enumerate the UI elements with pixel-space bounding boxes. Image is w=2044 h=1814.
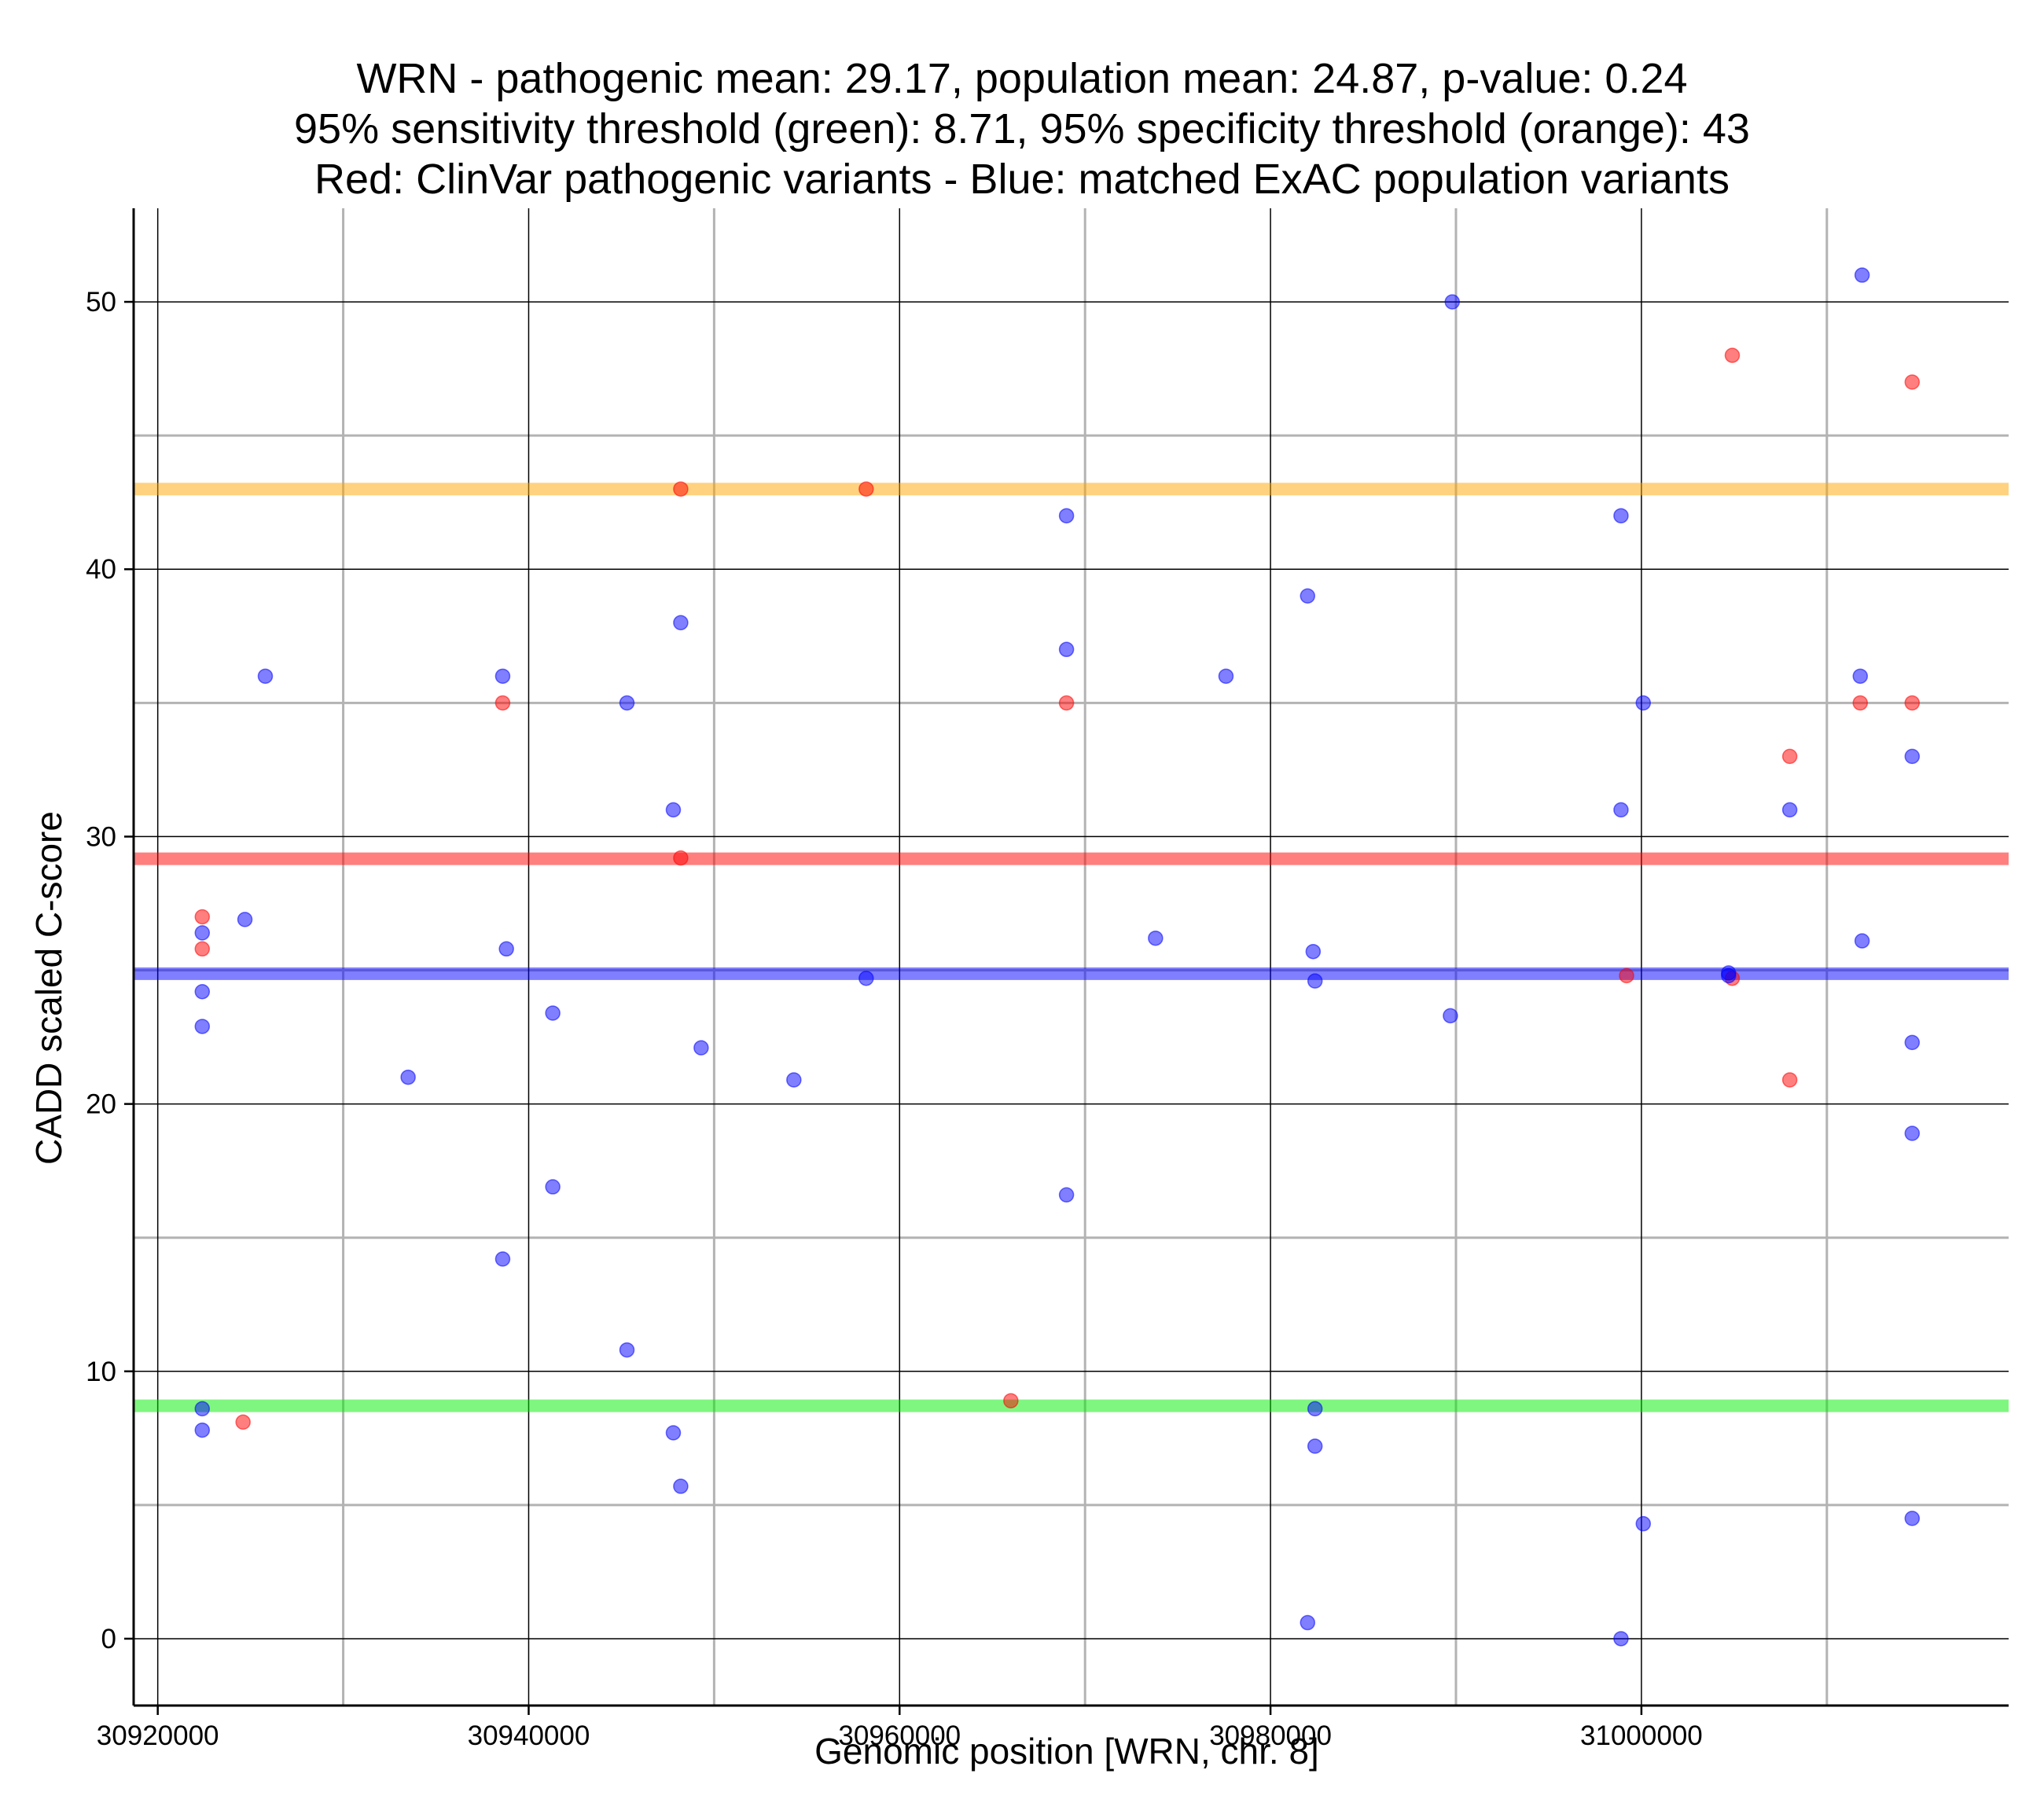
population-point	[1300, 1614, 1316, 1631]
population-point	[1058, 1187, 1075, 1203]
x-axis-label: Genomic position [WRN, chr. 8]	[814, 1731, 1319, 1772]
population-point	[545, 1005, 561, 1021]
pathogenic-point	[1904, 695, 1921, 711]
population-point	[400, 1069, 416, 1085]
population-point	[1635, 1515, 1652, 1532]
x-tick-label: 31000000	[1580, 1720, 1703, 1751]
y-axis-label: CADD scaled C-score	[28, 811, 69, 1165]
population-point	[1781, 802, 1798, 818]
pathogenic-point	[1058, 695, 1075, 711]
population-point	[673, 615, 689, 631]
population-point	[1307, 1438, 1323, 1454]
minor-gridlines	[134, 208, 2009, 1706]
population-point	[693, 1040, 709, 1056]
axes	[124, 208, 2009, 1715]
pathogenic-point	[235, 1414, 251, 1430]
population-point	[1148, 930, 1164, 946]
population-point	[1300, 588, 1316, 604]
x-tick-label: 30920000	[97, 1720, 219, 1751]
pathogenic-point	[1781, 748, 1798, 765]
population-point	[1307, 973, 1323, 989]
population-point	[1613, 508, 1629, 523]
pathogenic-point	[1724, 347, 1741, 363]
pathogenic-point	[1852, 695, 1869, 711]
title-line-3: Red: ClinVar pathogenic variants - Blue:…	[314, 156, 1730, 203]
population-point	[1854, 933, 1870, 949]
population-point	[619, 695, 635, 711]
population-point	[619, 1342, 635, 1358]
population-point	[194, 1019, 211, 1034]
population-point	[498, 941, 514, 957]
title-line-1: WRN - pathogenic mean: 29.17, population…	[356, 55, 1688, 102]
pathogenic-point	[1904, 374, 1921, 390]
population-point	[194, 925, 211, 941]
y-tick-label: 20	[86, 1089, 116, 1120]
population-point	[1305, 943, 1322, 960]
pathogenic-point	[1619, 968, 1634, 984]
pathogenic-point	[1003, 1393, 1019, 1408]
pathogenic-point	[194, 941, 211, 957]
population-point	[194, 983, 211, 1000]
population-point	[665, 1425, 682, 1441]
population-point	[673, 1478, 689, 1494]
reference-lines	[134, 483, 2009, 1412]
population-point	[1854, 267, 1870, 283]
population-point	[1904, 1125, 1921, 1141]
population-point	[786, 1072, 802, 1088]
population-point	[1904, 1511, 1921, 1526]
population-point	[1444, 294, 1461, 310]
population-point	[1443, 1008, 1458, 1024]
population-point	[1613, 1631, 1629, 1647]
population-point	[1852, 668, 1869, 685]
pathogenic-point	[194, 909, 211, 925]
population-point	[194, 1422, 211, 1438]
population-point	[494, 668, 511, 685]
y-tick-label: 0	[101, 1624, 116, 1654]
population-point	[237, 912, 253, 927]
pathogenic-point	[494, 695, 511, 711]
population-point	[545, 1179, 561, 1195]
population-point	[1218, 668, 1234, 685]
x-tick-label: 30960000	[838, 1720, 961, 1751]
population-point	[1904, 1034, 1921, 1051]
population-point	[1058, 508, 1075, 523]
x-tick-label: 30980000	[1209, 1720, 1332, 1751]
y-tick-label: 10	[86, 1357, 116, 1387]
population-point	[494, 1251, 511, 1267]
population-point	[257, 668, 274, 685]
population-point	[1635, 695, 1652, 711]
pathogenic-point	[673, 481, 689, 497]
population-point	[194, 1401, 211, 1417]
population-point	[1307, 1401, 1323, 1417]
y-tick-label: 40	[86, 554, 116, 585]
title-line-2: 95% sensitivity threshold (green): 8.71,…	[294, 105, 1750, 152]
population-point	[1613, 802, 1629, 818]
tick-labels: 30920000 30940000 30960000 30980000 31000000…	[86, 287, 1703, 1751]
population-point	[1904, 748, 1921, 765]
y-tick-label: 30	[86, 821, 116, 852]
pathogenic-point	[673, 850, 689, 866]
pathogenic-point	[1781, 1072, 1798, 1088]
population-point	[1721, 965, 1737, 981]
population-point	[858, 970, 874, 986]
major-gridlines	[134, 208, 2009, 1706]
data-points	[194, 267, 1921, 1647]
population-point	[1058, 641, 1075, 658]
x-tick-label: 30940000	[468, 1720, 590, 1751]
pathogenic-point	[858, 481, 874, 497]
population-point	[665, 802, 682, 818]
y-tick-label: 50	[86, 287, 116, 318]
